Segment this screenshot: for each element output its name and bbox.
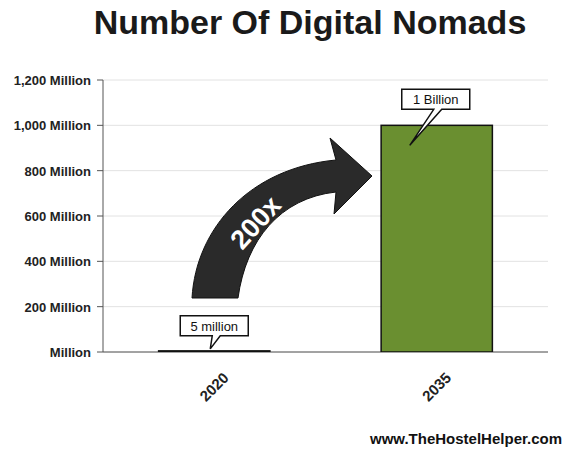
- bar: [381, 125, 492, 352]
- tick: [97, 125, 103, 126]
- grid-line: [103, 80, 548, 81]
- bars: [159, 125, 493, 352]
- chart: Number Of Digital Nomads Million 200 Milli…: [0, 0, 568, 454]
- category-label: 2020: [196, 369, 232, 405]
- tick-label: 400 Million: [25, 254, 92, 269]
- tick-label: Million: [50, 345, 91, 360]
- data-label: 1 Billion: [413, 92, 459, 107]
- callout: [402, 89, 470, 145]
- tick: [97, 80, 103, 81]
- y-axis: [103, 80, 104, 352]
- arrow: [192, 138, 372, 298]
- tick: [97, 352, 103, 353]
- source: www.TheHostelHelper.com: [369, 430, 562, 447]
- annotation: 200x: [224, 190, 286, 255]
- data-label: 5 million: [190, 319, 238, 334]
- tick: [97, 170, 103, 171]
- tick: [97, 216, 103, 217]
- title: Number Of Digital Nomads: [94, 3, 527, 41]
- tick: [97, 261, 103, 262]
- tick-label: 1,000 Million: [14, 118, 91, 133]
- tick-label: 600 Million: [25, 209, 92, 224]
- tick-label: 200 Million: [25, 300, 92, 315]
- callout: [180, 316, 248, 349]
- bar: [159, 351, 270, 352]
- tick-label: 800 Million: [25, 164, 92, 179]
- tick: [97, 306, 103, 307]
- tick-label: 1,200 Million: [14, 73, 91, 88]
- category-label: 2035: [419, 369, 455, 405]
